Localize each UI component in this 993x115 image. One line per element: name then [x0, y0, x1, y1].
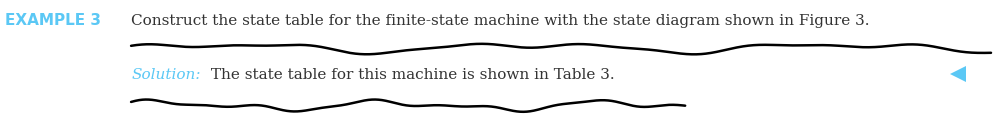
Text: EXAMPLE 3: EXAMPLE 3	[5, 13, 101, 28]
Text: The state table for this machine is shown in Table 3.: The state table for this machine is show…	[206, 68, 615, 82]
Text: Solution:: Solution:	[131, 68, 201, 82]
Text: Construct the state table for the finite-state machine with the state diagram sh: Construct the state table for the finite…	[131, 14, 870, 28]
